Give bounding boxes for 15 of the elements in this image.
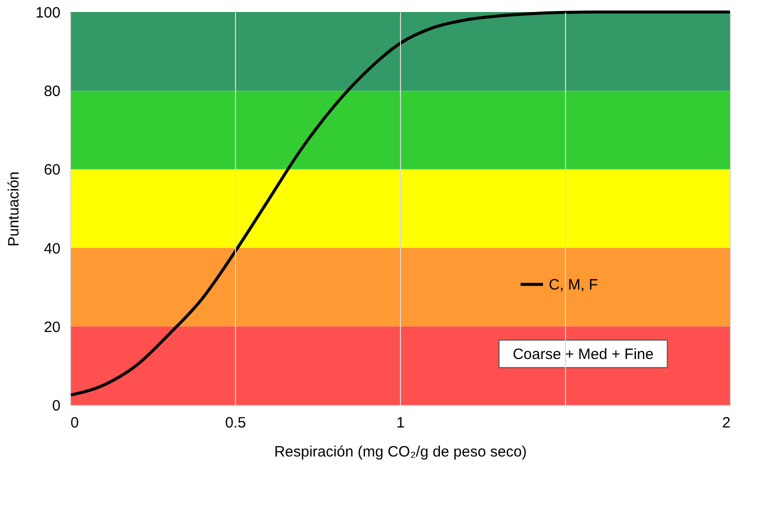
- y-tick-label: 100: [35, 4, 60, 22]
- y-tick-label: 60: [44, 162, 60, 179]
- x-tick-label: 0.5: [225, 414, 246, 432]
- legend-label: C, M, F: [548, 276, 598, 294]
- y-tick-label: 0: [52, 398, 60, 414]
- x-axis-title: Respiración (mg CO₂/g de peso seco): [274, 444, 527, 460]
- x-tick-label: 1: [396, 414, 405, 432]
- annotation: Coarse + Med + Fine: [512, 346, 654, 363]
- y-tick-label: 40: [44, 240, 60, 258]
- y-tick-label: 20: [44, 318, 60, 336]
- x-tick-label: 2: [722, 414, 730, 432]
- y-tick-label: 80: [44, 83, 60, 100]
- line-series: [68, 10, 732, 397]
- y-axis-title: Puntuación: [5, 171, 22, 247]
- x-tick-label: 0: [70, 414, 79, 432]
